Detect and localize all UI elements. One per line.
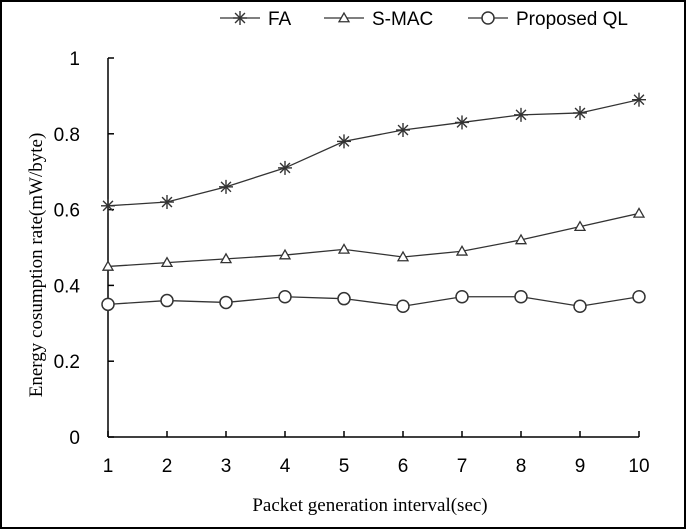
- x-tick-label: 9: [575, 456, 586, 477]
- series-layer: [101, 92, 646, 313]
- x-tick-label: 1: [103, 456, 114, 477]
- y-tick-label: 0.2: [54, 352, 80, 373]
- data-point: [396, 299, 410, 313]
- asterisk-stroke: [161, 196, 173, 208]
- y-tick-label: 0.6: [54, 201, 80, 222]
- x-tick-label: 3: [221, 456, 232, 477]
- asterisk-stroke: [574, 107, 586, 119]
- data-point: [278, 248, 292, 260]
- data-point: [514, 290, 528, 304]
- asterisk-stroke: [234, 12, 246, 24]
- data-point: [573, 105, 587, 120]
- series-line: [107, 99, 640, 207]
- data-point: [632, 92, 646, 107]
- data-point: [573, 220, 587, 232]
- x-tick-label: 10: [628, 456, 649, 477]
- data-point: [455, 290, 469, 304]
- data-point: [396, 123, 410, 138]
- legend-label: FA: [268, 9, 292, 30]
- x-axis-title: Packet generation interval(sec): [252, 495, 487, 516]
- asterisk-stroke: [515, 109, 527, 121]
- asterisk-stroke: [102, 200, 114, 212]
- x-tick-label: 8: [516, 456, 527, 477]
- data-point: [219, 179, 233, 194]
- data-point: [396, 250, 410, 262]
- x-tick-label: 4: [280, 456, 291, 477]
- data-point: [455, 244, 469, 256]
- data-point: [514, 107, 528, 122]
- data-point: [233, 11, 247, 25]
- data-point: [632, 290, 646, 304]
- data-point: [278, 160, 292, 175]
- data-point: [481, 11, 495, 25]
- legend-label: S-MAC: [372, 9, 433, 30]
- y-tick-label: 0.4: [54, 276, 81, 297]
- legend: FA S-MAC Proposed QL: [220, 9, 628, 30]
- data-point: [514, 233, 528, 245]
- data-point: [337, 134, 351, 149]
- y-tick-label: 1: [69, 49, 80, 70]
- asterisk-stroke: [456, 116, 468, 128]
- y-tick-label: 0.8: [54, 125, 80, 146]
- data-point: [101, 260, 115, 271]
- data-point: [219, 295, 233, 310]
- series-line: [107, 296, 640, 307]
- asterisk-stroke: [220, 181, 232, 193]
- asterisk-stroke: [633, 94, 645, 106]
- data-point: [337, 243, 351, 254]
- data-point: [160, 293, 174, 308]
- series-line: [107, 212, 640, 268]
- x-tick-label: 5: [339, 456, 350, 477]
- x-tick-label: 2: [162, 456, 173, 477]
- data-point: [278, 290, 292, 304]
- data-point: [101, 297, 115, 312]
- data-point: [337, 11, 351, 23]
- asterisk-stroke: [338, 135, 350, 147]
- data-point: [337, 291, 351, 306]
- asterisk-stroke: [279, 162, 291, 174]
- legend-label: Proposed QL: [516, 9, 628, 30]
- data-point: [101, 198, 115, 213]
- data-point: [573, 299, 587, 313]
- data-point: [160, 195, 174, 210]
- x-tick-label: 6: [398, 456, 409, 477]
- y-axis-title: Energy cosumption rate(mW/byte): [26, 133, 47, 398]
- data-point: [455, 115, 469, 130]
- data-point: [632, 207, 646, 218]
- asterisk-stroke: [397, 124, 409, 136]
- data-point: [219, 252, 233, 264]
- data-point: [160, 256, 174, 268]
- axes: 0 0.2 0.4 0.6 0.8 1 1 2 3 4 5 6 7 8 9 10: [54, 49, 650, 477]
- x-tick-label: 7: [457, 456, 468, 477]
- y-tick-label: 0: [69, 428, 80, 449]
